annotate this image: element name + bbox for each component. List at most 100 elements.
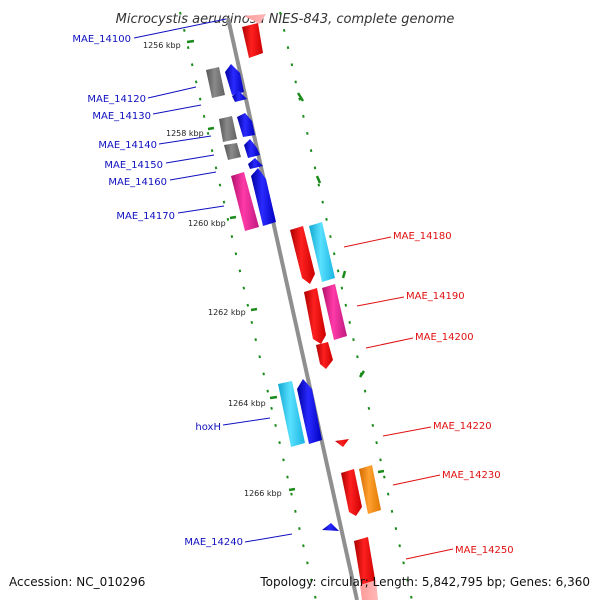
gene-arrow[interactable] [244,14,266,24]
tick-dot [313,166,317,170]
gene-arrow[interactable] [278,381,305,447]
kbp-label: 1258 kbp [166,129,204,138]
tick-dot [190,63,194,67]
gene-label[interactable]: MAE_14150 [104,160,163,171]
tick-dot [352,338,355,342]
tick-dot [306,561,309,565]
tick-dot [294,509,297,513]
gene-label[interactable]: MAE_14250 [455,545,514,556]
gene-arrow[interactable] [225,64,244,95]
accession-text: Accession: NC_010296 [9,575,145,589]
gene-label[interactable]: MAE_14240 [184,537,243,548]
gene-arrow[interactable] [251,168,276,226]
kbp-tick-mark [269,395,278,400]
tick-dot [250,320,254,324]
gene-arrow[interactable] [248,158,263,169]
gene-arrow[interactable] [354,537,376,596]
gene-label[interactable]: MAE_14130 [92,111,151,122]
gene-arrow[interactable] [309,222,335,282]
gene-label[interactable]: MAE_14190 [406,291,465,302]
kbp-tick-mark [186,39,195,44]
tick-dot [402,561,405,565]
gene-arrow[interactable] [290,226,315,284]
tick-dot [202,114,206,118]
tick-dot [218,183,222,187]
tick-dot [238,269,242,273]
tick-dot [406,578,409,582]
gene-arrow[interactable] [304,288,326,344]
tick-dot [298,527,301,531]
tick-dot [254,338,257,342]
gene-arrow[interactable] [206,67,225,98]
tick-dot [309,149,313,153]
tick-dot [242,286,246,290]
tick-dot [306,131,309,135]
tick-dot [410,595,413,599]
gene-arrow[interactable] [322,523,339,531]
tick-dot [302,114,305,118]
kbp-tick-mark [250,307,258,312]
tick-dot [286,46,290,50]
tick-dot [383,475,386,479]
kbp-tick-mark [229,215,237,220]
tick-dot [186,46,190,50]
tick-dot [290,63,294,67]
gene-arrow[interactable] [244,139,260,158]
tick-dot [183,28,186,32]
tick-dot [317,183,321,187]
tick-dot [230,235,234,239]
topology-text: Topology: circular; Length: 5,842,795 bp… [259,575,590,589]
tick-dot [371,423,375,427]
tick-dot [348,320,351,324]
gene-label[interactable]: MAE_14100 [72,34,131,45]
gene-arrow[interactable] [316,342,333,369]
gene-label[interactable]: MAE_14160 [108,177,167,188]
tick-dot [375,441,378,445]
tick-dot [194,80,198,84]
gene-label[interactable]: hoxH [195,422,221,433]
tick-dot [321,200,324,204]
gene-label[interactable]: MAE_14200 [415,332,474,343]
tick-dot [198,97,202,101]
gene-arrow[interactable] [360,580,378,600]
gene-arrow[interactable] [335,439,349,447]
gene-arrow[interactable] [242,23,263,58]
tick-dot [398,544,401,548]
tick-dot [214,166,218,170]
tick-dot [286,475,289,479]
gene-label[interactable]: MAE_14230 [442,470,501,481]
tick-track-right [279,11,413,599]
gene-arrow[interactable] [237,113,255,137]
tick-dot [367,406,371,410]
gene-arrow[interactable] [231,172,259,231]
tick-dot [356,355,359,359]
gene-label[interactable]: MAE_14180 [393,231,452,242]
tick-dot [386,492,390,496]
tick-dot [226,217,230,221]
kbp-tick-mark [288,487,296,492]
gene-label[interactable]: MAE_14170 [116,211,175,222]
gene-label[interactable]: MAE_14120 [87,94,146,105]
gene-arrow[interactable] [232,91,247,102]
tick-dot [279,11,282,15]
kbp-tick-mark [207,126,215,131]
gene-arrow[interactable] [219,116,237,142]
gene-arrow[interactable] [341,469,362,516]
gene-label[interactable]: MAE_14140 [98,140,157,151]
tick-dot [282,458,285,462]
tick-dot [394,527,398,531]
gene-arrow[interactable] [359,465,381,514]
kbp-label: 1264 kbp [228,399,266,408]
gene-arrow[interactable] [224,143,241,160]
tick-dot [270,406,273,410]
gene-label[interactable]: MAE_14220 [433,421,492,432]
tick-dot [379,458,382,462]
tick-dot [310,578,313,582]
kbp-ticks: 1256 kbp 1258 kbp 1260 kbp 1262 kbp 1264… [143,39,296,498]
map-title: Microcystis aeruginosa NIES-843, complet… [116,12,455,27]
gene-arrow[interactable] [297,379,322,444]
tick-dot [278,441,281,445]
kbp-label: 1262 kbp [208,308,246,317]
tick-dot [325,217,328,221]
gene-arrow[interactable] [322,284,347,340]
